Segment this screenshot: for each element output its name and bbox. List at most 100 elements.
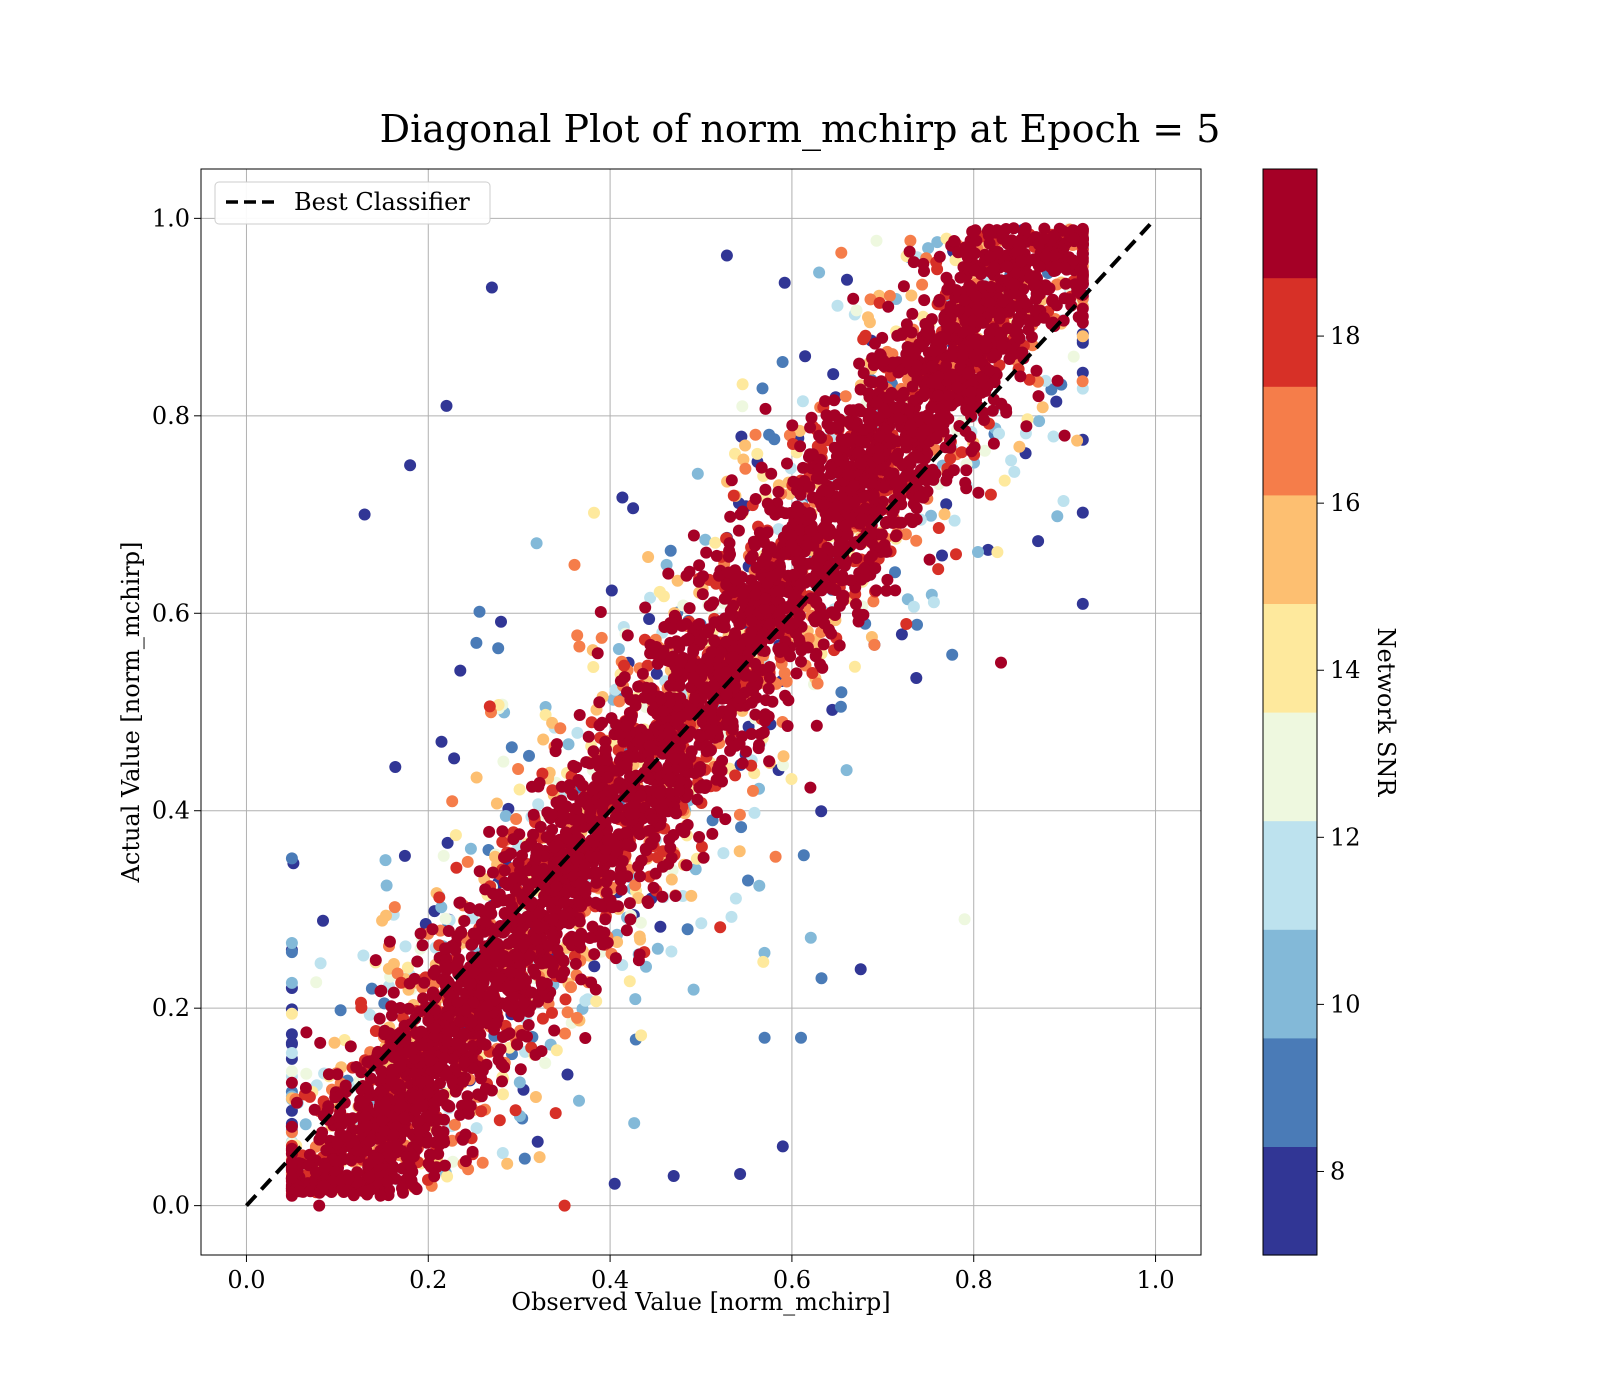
scatter-point — [579, 886, 592, 899]
scatter-point — [905, 326, 918, 339]
scatter-point — [691, 467, 704, 480]
scatter-point — [642, 772, 655, 785]
scatter-point — [648, 832, 661, 844]
scatter-point — [720, 249, 733, 262]
scatter-point — [542, 939, 555, 952]
scatter-point — [414, 927, 427, 940]
scatter-point — [609, 952, 622, 965]
scatter-point — [589, 983, 602, 996]
scatter-point — [578, 859, 591, 872]
scatter-point — [632, 680, 645, 693]
scatter-point — [902, 344, 915, 357]
scatter-point — [1032, 390, 1045, 403]
scatter-point — [623, 897, 636, 910]
scatter-point — [470, 771, 483, 784]
scatter-point — [314, 957, 327, 970]
scatter-point — [616, 855, 629, 868]
scatter-point — [385, 1009, 398, 1022]
scatter-point — [431, 1126, 444, 1139]
scatter-point — [375, 984, 388, 997]
scatter-point — [804, 931, 817, 944]
scatter-point — [582, 730, 595, 743]
scatter-point — [461, 1090, 474, 1103]
scatter-point — [705, 646, 718, 658]
scatter-point — [627, 502, 640, 515]
scatter-point — [530, 537, 543, 550]
scatter-point — [627, 798, 640, 811]
scatter-point — [733, 845, 746, 858]
scatter-point — [954, 271, 967, 284]
scatter-point — [483, 825, 496, 838]
scatter-point — [696, 635, 708, 647]
scatter-point — [867, 595, 880, 608]
scatter-point — [756, 382, 769, 395]
scatter-point — [854, 383, 867, 396]
scatter-point — [1005, 454, 1018, 467]
grid-lines — [201, 169, 1201, 1255]
scatter-point — [473, 605, 486, 618]
scatter-point — [453, 1015, 466, 1028]
scatter-point — [357, 1096, 370, 1109]
scatter-point — [665, 622, 678, 635]
scatter-point — [797, 461, 809, 474]
scatter-point — [455, 927, 468, 939]
scatter-point — [475, 1072, 488, 1085]
scatter-point — [687, 529, 700, 542]
scatter-point — [285, 946, 298, 959]
scatter-point — [363, 1184, 376, 1197]
scatter-point — [876, 331, 889, 344]
scatter-point — [639, 601, 652, 614]
scatter-point — [904, 419, 917, 432]
scatter-point — [669, 752, 682, 765]
scatter-point — [573, 640, 586, 653]
scatter-point — [533, 1151, 546, 1164]
scatter-point — [1020, 420, 1033, 433]
scatter-point — [613, 695, 626, 708]
scatter-point — [866, 549, 879, 562]
scatter-point — [527, 808, 540, 821]
scatter-point — [931, 236, 944, 249]
scatter-point — [1076, 310, 1089, 323]
scatter-point — [760, 551, 772, 563]
scatter-point — [496, 1031, 509, 1043]
scatter-point — [970, 234, 983, 247]
scatter-point — [996, 339, 1009, 352]
scatter-point — [959, 476, 972, 489]
scatter-point — [593, 696, 606, 709]
scatter-point — [579, 868, 592, 881]
scatter-point — [848, 660, 861, 673]
scatter-point — [355, 1001, 368, 1014]
scatter-point — [870, 234, 883, 247]
scatter-point — [587, 745, 600, 758]
scatter-point — [334, 1004, 347, 1017]
scatter-point — [476, 1156, 489, 1169]
scatter-point — [329, 1165, 342, 1178]
scatter-point — [588, 948, 601, 961]
scatter-point — [513, 828, 526, 841]
scatter-point — [697, 851, 710, 864]
scatter-point — [605, 584, 618, 597]
scatter-point — [514, 1063, 527, 1076]
scatter-point — [463, 902, 476, 914]
scatter-point — [724, 510, 737, 523]
scatter-point — [430, 990, 442, 1003]
scatter-point — [689, 692, 702, 705]
scatter-point — [1071, 434, 1084, 447]
scatter-point — [673, 784, 685, 797]
scatter-point — [512, 856, 525, 869]
scatter-point — [982, 543, 995, 556]
scatter-point — [398, 849, 411, 862]
scatter-point — [824, 461, 837, 474]
scatter-point — [987, 393, 1000, 406]
scatter-point — [695, 917, 708, 930]
scatter-point — [331, 1068, 344, 1081]
scatter-point — [857, 333, 870, 346]
scatter-point — [594, 606, 607, 618]
scatter-point — [285, 1171, 298, 1184]
scatter-point — [551, 944, 564, 957]
scatter-point — [604, 869, 617, 882]
scatter-point — [706, 827, 719, 840]
scatter-point — [1015, 255, 1028, 268]
scatter-point — [835, 246, 848, 259]
scatter-point — [562, 738, 575, 751]
